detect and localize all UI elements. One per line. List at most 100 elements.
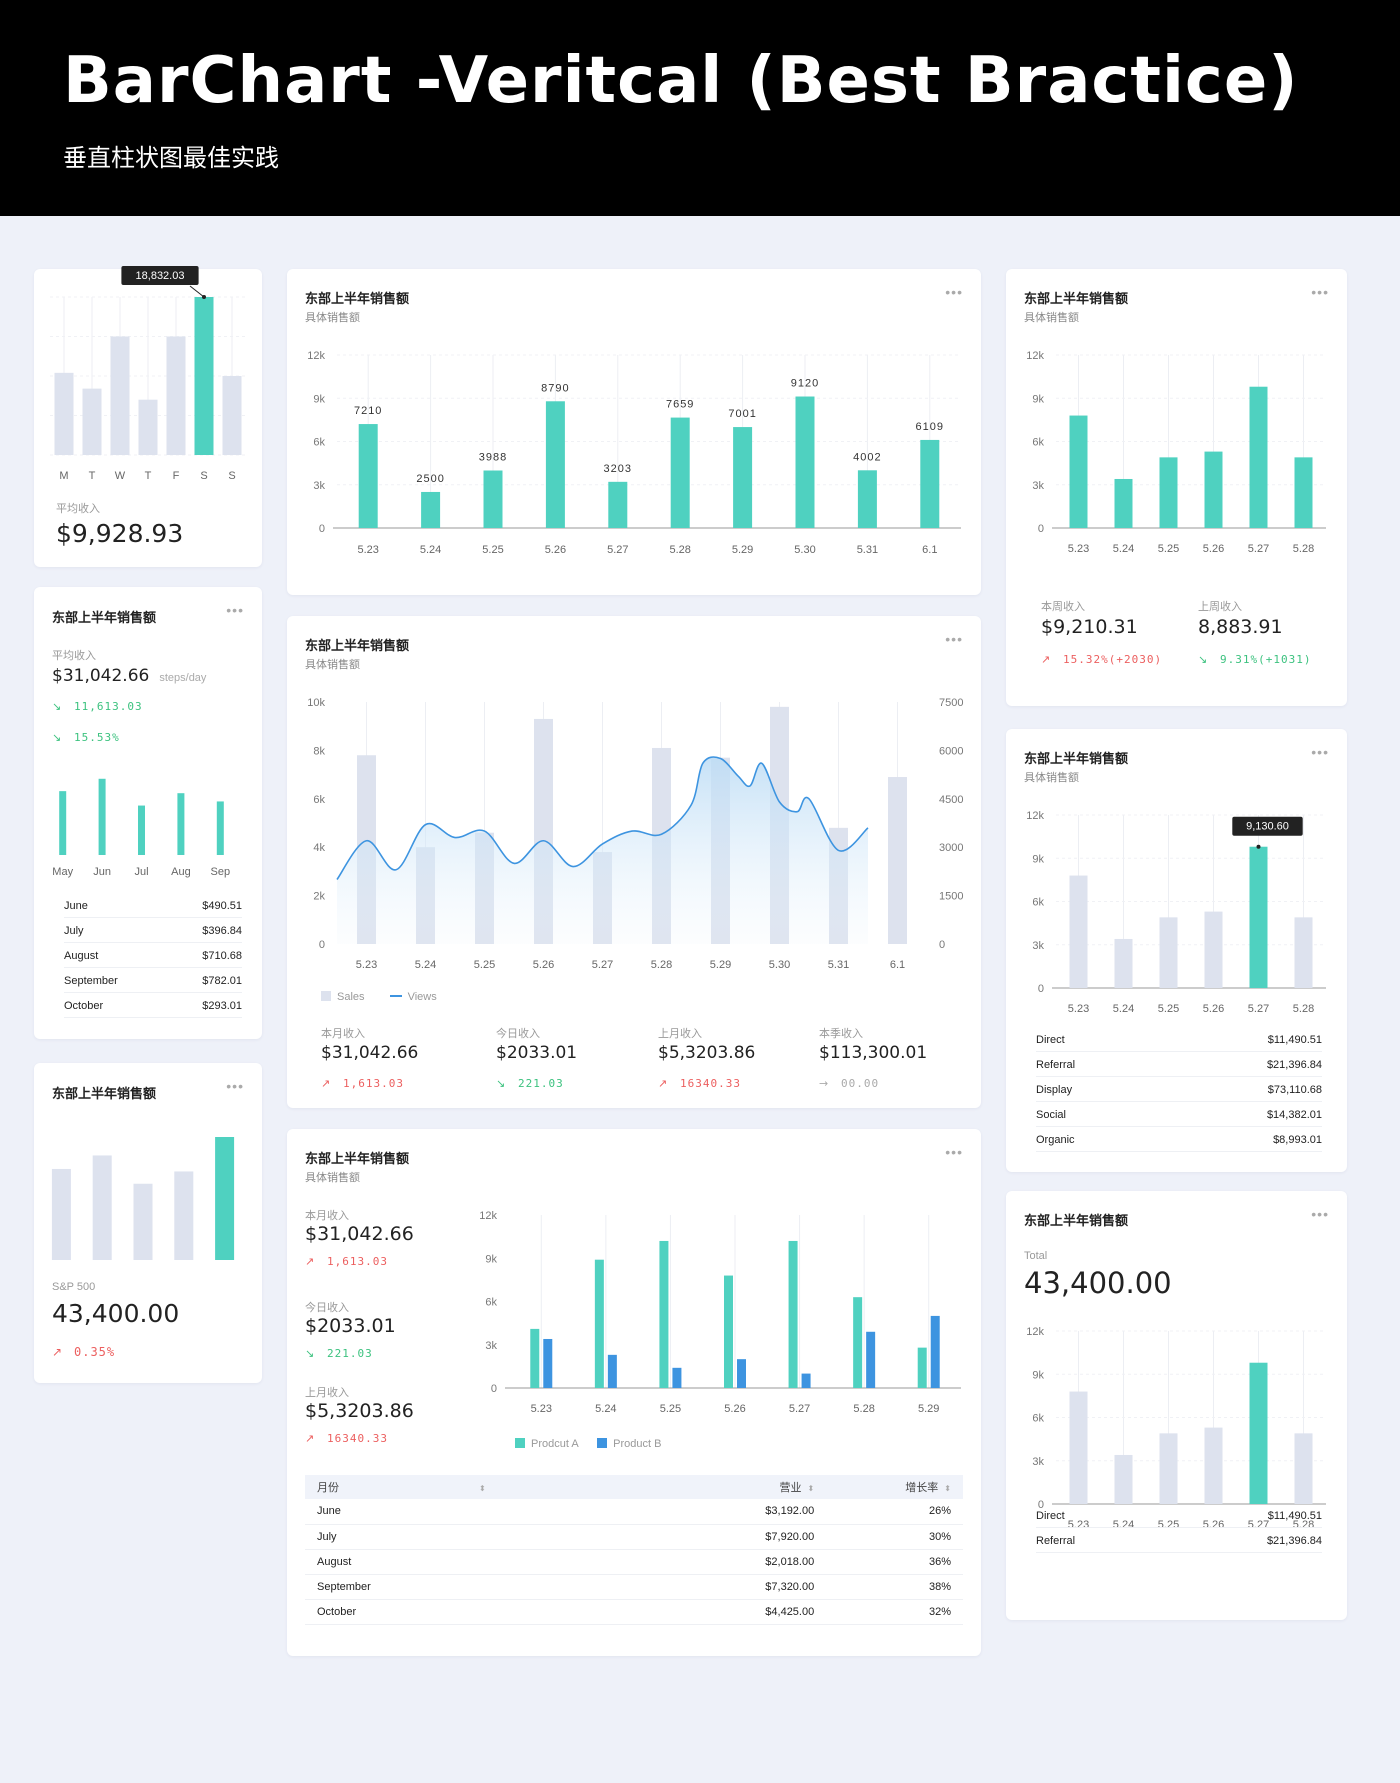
sort-icon[interactable]: ⬍ bbox=[807, 1484, 815, 1493]
bar-product-a[interactable] bbox=[659, 1240, 669, 1388]
bar[interactable] bbox=[1294, 457, 1313, 528]
bar[interactable] bbox=[608, 481, 628, 528]
weekly-bar-chart: M T W T F S S 18,832.03 bbox=[50, 266, 246, 482]
bar[interactable] bbox=[92, 1155, 112, 1260]
col-revenue-header[interactable]: 营业 ⬍ bbox=[683, 1475, 827, 1499]
bar[interactable] bbox=[1294, 917, 1313, 988]
bar[interactable] bbox=[1204, 911, 1223, 988]
bar-product-b[interactable] bbox=[672, 1367, 682, 1388]
bar[interactable] bbox=[54, 372, 74, 455]
bar-product-b[interactable] bbox=[866, 1331, 876, 1388]
sort-icon[interactable]: ⬍ bbox=[479, 1484, 486, 1493]
bar[interactable] bbox=[1114, 1454, 1133, 1504]
more-options-icon[interactable]: ••• bbox=[1311, 744, 1329, 760]
product-b-swatch bbox=[597, 1438, 608, 1448]
y-tick-label: 3k bbox=[313, 480, 325, 492]
bar-product-b[interactable] bbox=[930, 1315, 940, 1388]
bar[interactable] bbox=[358, 424, 378, 528]
bar[interactable] bbox=[1249, 1362, 1268, 1504]
list-item: Referral $21,396.84 bbox=[1036, 1052, 1322, 1077]
more-options-icon[interactable]: ••• bbox=[226, 1078, 244, 1094]
bar[interactable] bbox=[215, 1137, 235, 1260]
bar[interactable] bbox=[174, 1171, 194, 1260]
bar[interactable] bbox=[1159, 917, 1178, 988]
x-tick-label: 5.25 bbox=[1158, 543, 1179, 555]
x-tick-label: T bbox=[145, 470, 152, 482]
bar-product-a[interactable] bbox=[530, 1328, 540, 1388]
more-options-icon[interactable]: ••• bbox=[226, 602, 244, 618]
chart-legend[interactable]: Sales Views bbox=[321, 991, 437, 1003]
bar[interactable] bbox=[670, 417, 690, 528]
col-growth-header[interactable]: 增长率 ⬍ bbox=[826, 1475, 963, 1499]
bar[interactable] bbox=[138, 399, 158, 455]
row-value: $14,382.01 bbox=[1266, 1109, 1322, 1121]
data-label: 7001 bbox=[728, 408, 756, 420]
more-options-icon[interactable]: ••• bbox=[1311, 1206, 1329, 1222]
bar[interactable] bbox=[1294, 1433, 1313, 1504]
bar[interactable] bbox=[920, 439, 940, 528]
bar[interactable] bbox=[216, 801, 224, 855]
more-options-icon[interactable]: ••• bbox=[945, 631, 963, 647]
bar[interactable] bbox=[483, 470, 503, 528]
bar[interactable] bbox=[138, 805, 145, 855]
more-options-icon[interactable]: ••• bbox=[945, 284, 963, 300]
bar-product-a[interactable] bbox=[853, 1297, 863, 1388]
bar[interactable] bbox=[545, 401, 565, 528]
bar-product-b[interactable] bbox=[737, 1359, 746, 1388]
chart-legend[interactable]: Prodcut A Product B bbox=[515, 1438, 661, 1450]
bar[interactable] bbox=[1069, 415, 1088, 528]
bar-product-a[interactable] bbox=[788, 1240, 798, 1388]
bar[interactable] bbox=[1069, 875, 1088, 988]
more-options-icon[interactable]: ••• bbox=[1311, 284, 1329, 300]
sp500-bar-chart bbox=[51, 1137, 235, 1260]
bar[interactable] bbox=[888, 777, 907, 944]
bar[interactable] bbox=[51, 1168, 71, 1260]
bar[interactable] bbox=[1249, 846, 1268, 988]
bar-product-b[interactable] bbox=[801, 1373, 811, 1388]
bar[interactable] bbox=[82, 388, 102, 455]
table-row: June $3,192.00 26% bbox=[305, 1499, 963, 1525]
bar[interactable] bbox=[1114, 938, 1133, 988]
bar[interactable] bbox=[1204, 451, 1223, 528]
bar-product-b[interactable] bbox=[543, 1338, 553, 1388]
y-tick-label: 0 bbox=[319, 939, 325, 951]
bar[interactable] bbox=[1159, 1433, 1178, 1504]
views-line[interactable] bbox=[336, 756, 869, 880]
bar[interactable] bbox=[110, 336, 130, 456]
bar[interactable] bbox=[1114, 478, 1133, 528]
bar-product-a[interactable] bbox=[594, 1259, 604, 1388]
x-tick-label: 5.27 bbox=[1248, 543, 1269, 555]
y2-tick-label: 1500 bbox=[939, 891, 963, 903]
bar[interactable] bbox=[1159, 457, 1178, 528]
bar[interactable] bbox=[421, 491, 441, 528]
bar[interactable] bbox=[98, 778, 106, 855]
bar[interactable] bbox=[222, 376, 242, 455]
bar-product-a[interactable] bbox=[917, 1347, 927, 1388]
x-tick-label: 5.24 bbox=[595, 1403, 616, 1415]
bar[interactable] bbox=[1069, 1391, 1088, 1504]
x-tick-label: 5.26 bbox=[724, 1403, 745, 1415]
bar[interactable] bbox=[133, 1183, 153, 1260]
weekly-revenue-card: 东部上半年销售额 具体销售额 ••• 0 3k 6k 9k 12k 5.23 5.24 5.2… bbox=[1006, 269, 1347, 706]
cell-month: July bbox=[305, 1524, 684, 1550]
col-month-header[interactable]: 月份 ⬍ bbox=[305, 1475, 684, 1499]
data-label: 7210 bbox=[354, 405, 382, 417]
bar[interactable] bbox=[795, 396, 815, 528]
bar[interactable] bbox=[1204, 1427, 1223, 1504]
more-options-icon[interactable]: ••• bbox=[945, 1144, 963, 1160]
bar[interactable] bbox=[59, 791, 67, 855]
bar[interactable] bbox=[857, 470, 877, 528]
bar[interactable] bbox=[194, 297, 214, 455]
bar[interactable] bbox=[166, 336, 186, 456]
row-value: $21,396.84 bbox=[1266, 1059, 1322, 1071]
bar[interactable] bbox=[733, 427, 753, 528]
bar[interactable] bbox=[1249, 386, 1268, 528]
card-title: 东部上半年销售额 bbox=[52, 610, 157, 625]
bar-product-b[interactable] bbox=[607, 1354, 617, 1388]
x-tick-label: 5.26 bbox=[1203, 1519, 1224, 1531]
sort-icon[interactable]: ⬍ bbox=[944, 1484, 951, 1493]
bar-product-a[interactable] bbox=[724, 1275, 733, 1388]
row-label: Direct bbox=[1036, 1034, 1065, 1046]
bar[interactable] bbox=[177, 793, 185, 855]
trend-down-icon: ↘ bbox=[52, 700, 63, 713]
